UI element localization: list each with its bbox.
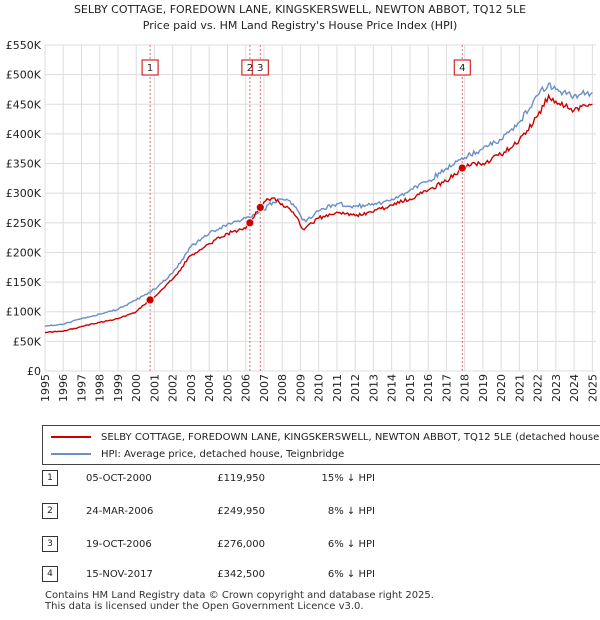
x-tick-label: 2020 (495, 374, 508, 402)
property-price-line (45, 93, 593, 334)
y-tick-label: £50K (13, 335, 42, 348)
sale-marker-label: 3 (257, 63, 263, 74)
x-tick-label: 2010 (313, 374, 326, 402)
y-tick-label: £500K (6, 69, 42, 82)
price-chart: SELBY COTTAGE, FOREDOWN LANE, KINGSKERSW… (6, 3, 600, 402)
sale-points (145, 163, 467, 305)
chart-subtitle: Price paid vs. HM Land Registry's House … (143, 19, 458, 32)
transaction-hpi: 8% ↓ HPI (327, 506, 375, 517)
x-tick-label: 2019 (477, 374, 490, 402)
x-tick-label: 2021 (513, 374, 526, 402)
y-tick-label: £0 (27, 365, 41, 378)
transaction-number: 1 (42, 470, 58, 486)
x-tick-label: 2004 (203, 374, 216, 402)
transaction-row: 1 05-OCT-2000 £119,950 15% ↓ HPI (0, 470, 600, 492)
plot-area (45, 45, 596, 371)
x-tick-label: 2024 (568, 374, 581, 402)
y-tick-label: £250K (6, 217, 42, 230)
chart-title: SELBY COTTAGE, FOREDOWN LANE, KINGSKERSW… (74, 3, 526, 16)
x-tick-label: 2005 (221, 374, 234, 402)
x-tick-label: 2007 (258, 374, 271, 402)
y-tick-label: £150K (6, 276, 42, 289)
y-tick-label: £450K (6, 98, 42, 111)
y-tick-label: £550K (6, 39, 42, 52)
x-tick-label: 1995 (39, 374, 52, 402)
x-tick-label: 2009 (294, 374, 307, 402)
axes: £0 £50K £100K £150K £200K £250K £300K £350K £400… (6, 39, 600, 402)
series-lines (44, 82, 593, 334)
sale-point (245, 218, 255, 228)
x-tick-label: 2015 (404, 374, 417, 402)
sale-point (145, 295, 155, 305)
transaction-hpi: 6% ↓ HPI (327, 539, 375, 550)
x-tick-label: 2011 (331, 374, 344, 402)
x-tick-label: 2008 (276, 374, 289, 402)
transaction-number: 4 (42, 566, 58, 582)
x-tick-label: 2001 (148, 374, 161, 402)
y-tick-label: £350K (6, 158, 42, 171)
x-tick-label: 2013 (367, 374, 380, 402)
y-tick-label: £200K (6, 246, 42, 259)
y-tick-label: £100K (6, 306, 42, 319)
transaction-number: 3 (42, 536, 58, 552)
x-tick-label: 1996 (57, 374, 70, 402)
transaction-row: 3 19-OCT-2006 £276,000 6% ↓ HPI (0, 536, 600, 558)
x-tick-label: 2002 (167, 374, 180, 402)
x-tick-label: 2016 (422, 374, 435, 402)
transaction-hpi: 6% ↓ HPI (327, 569, 375, 580)
legend-property-swatch (51, 436, 91, 438)
x-tick-label: 1999 (112, 374, 125, 402)
sale-marker-box (251, 59, 269, 76)
transaction-date: 24-MAR-2006 (86, 506, 154, 517)
transaction-date: 19-OCT-2006 (86, 539, 152, 550)
footer: Contains HM Land Registry data © Crown c… (45, 590, 434, 612)
x-tick-label: 2025 (586, 374, 599, 402)
transaction-date: 15-NOV-2017 (86, 569, 153, 580)
sale-marker-label: 2 (247, 63, 253, 74)
transaction-date: 05-OCT-2000 (86, 473, 152, 484)
sale-point (255, 203, 265, 212)
transaction-price: £249,950 (217, 506, 265, 517)
x-tick-label: 2014 (386, 374, 399, 402)
legend-hpi-swatch (51, 453, 91, 455)
x-tick-label: 2012 (349, 374, 362, 402)
transaction-price: £119,950 (217, 473, 265, 484)
hpi-line (44, 82, 593, 327)
x-tick-label: 1998 (94, 374, 107, 402)
sale-marker-label: 1 (147, 63, 153, 74)
transaction-number: 2 (42, 503, 58, 519)
sale-marker-box (141, 59, 159, 76)
x-tick-label: 2006 (240, 374, 253, 402)
x-tick-label: 2003 (185, 374, 198, 402)
legend-property: SELBY COTTAGE, FOREDOWN LANE, KINGSKERSW… (51, 429, 600, 445)
x-tick-label: 2022 (532, 374, 545, 402)
legend: SELBY COTTAGE, FOREDOWN LANE, KINGSKERSW… (42, 425, 600, 465)
transaction-price: £276,000 (217, 539, 265, 550)
x-tick-label: 1997 (75, 374, 88, 402)
transaction-row: 2 24-MAR-2006 £249,950 8% ↓ HPI (0, 503, 600, 525)
y-tick-label: £400K (6, 128, 42, 141)
transaction-hpi: 15% ↓ HPI (321, 473, 375, 484)
x-tick-label: 2018 (459, 374, 472, 402)
legend-property-label: SELBY COTTAGE, FOREDOWN LANE, KINGSKERSW… (101, 431, 600, 443)
footer-licence: This data is licensed under the Open Gov… (45, 601, 364, 612)
sale-marker-box (453, 59, 471, 76)
legend-hpi: HPI: Average price, detached house, Teig… (51, 446, 344, 462)
x-tick-label: 2017 (440, 374, 453, 402)
x-tick-label: 2023 (550, 374, 563, 402)
sale-marker-label: 4 (459, 63, 465, 74)
transaction-price: £342,500 (217, 569, 265, 580)
y-tick-label: £300K (6, 187, 42, 200)
transaction-row: 4 15-NOV-2017 £342,500 6% ↓ HPI (0, 566, 600, 588)
sale-point (457, 163, 467, 173)
x-tick-label: 2000 (130, 374, 143, 402)
footer-copyright: Contains HM Land Registry data © Crown c… (45, 590, 434, 601)
legend-hpi-label: HPI: Average price, detached house, Teig… (101, 448, 345, 460)
